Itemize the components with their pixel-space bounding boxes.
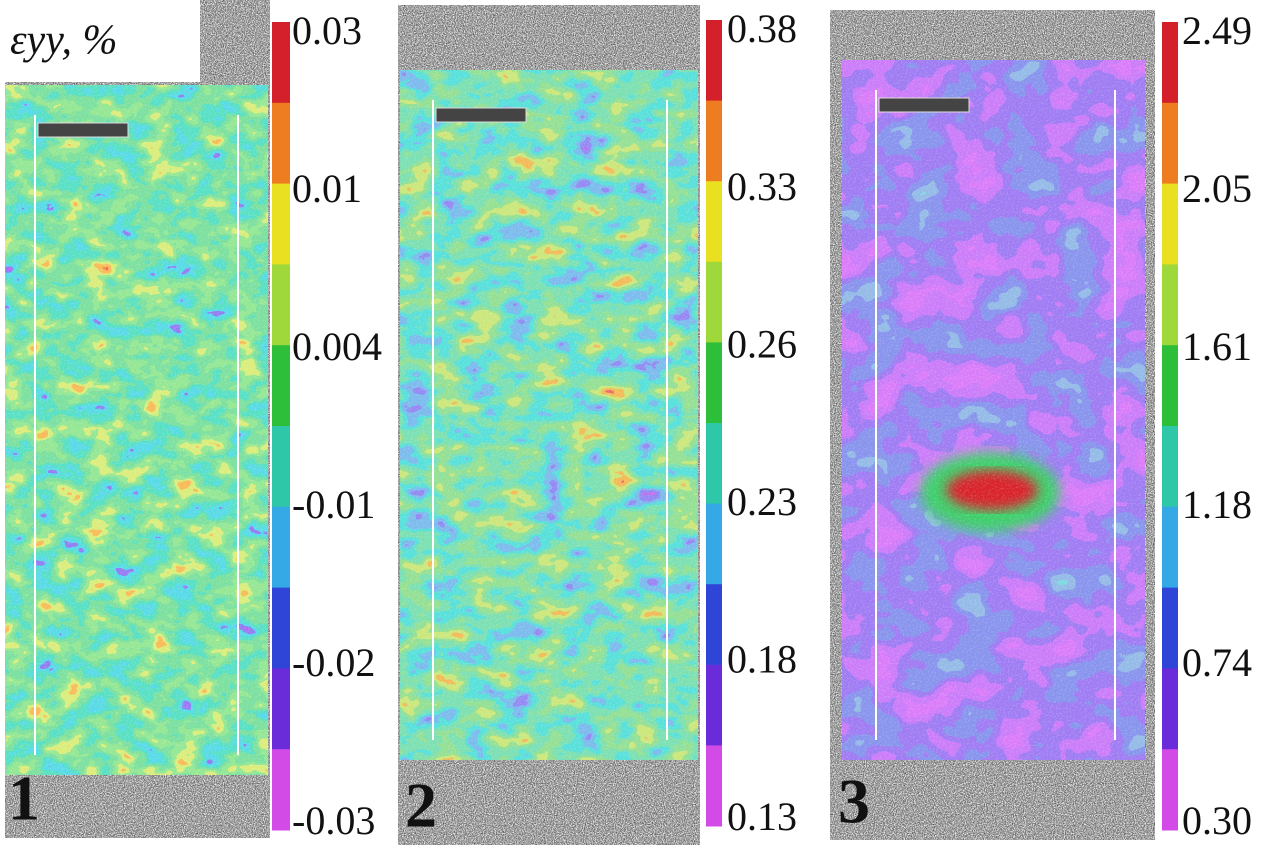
colorbar-band: [1162, 183, 1178, 265]
gauge-tag: [435, 107, 527, 123]
colorbar-band: [706, 261, 722, 343]
grain: [400, 70, 698, 760]
colorbar-band: [1162, 264, 1178, 346]
colorbar-band: [272, 183, 290, 265]
colorbar-band: [1162, 345, 1178, 427]
panel: 2.49 2.05 1.61 1.18 0.74 0.30 3: [830, 8, 1252, 843]
colorbar-tick-label: 0.004: [292, 324, 382, 369]
colorbar-band: [706, 584, 722, 666]
label-background: [0, 0, 200, 82]
colorbar-band: [272, 264, 290, 346]
colorbar-tick-label: 2.05: [1182, 166, 1252, 211]
colorbar-tick-label: 0.74: [1182, 640, 1252, 685]
colorbar-band: [1162, 102, 1178, 185]
colorbar-tick-label: -0.01: [292, 482, 375, 527]
colorbar-tick-label: 0.33: [727, 164, 797, 209]
colorbar-tick-label: 0.01: [292, 166, 362, 211]
strain-map: [400, 70, 698, 760]
panels: 0.03 0.01 0.004 -0.01 -0.02 -0.03 1 0.38 0.33 0.2…: [5, 0, 1252, 845]
colorbar-tick-label: 1.61: [1182, 324, 1252, 369]
colorbar-band: [706, 181, 722, 263]
panel: 0.38 0.33 0.26 0.23 0.18 0.13 2: [398, 5, 797, 845]
colorbar-band: [706, 745, 722, 827]
panel-number: 3: [838, 766, 870, 837]
strain-map: [842, 60, 1145, 760]
colorbar-band: [272, 102, 290, 185]
colorbar-band: [272, 587, 290, 669]
grain: [5, 85, 268, 775]
panel: 0.03 0.01 0.004 -0.01 -0.02 -0.03 1: [5, 0, 382, 843]
colorbar-band: [706, 100, 722, 182]
colorbar-tick-label: -0.03: [292, 798, 375, 843]
gauge-tag: [878, 97, 970, 113]
colorbar-band: [272, 22, 290, 104]
colorbar-band: [1162, 668, 1178, 750]
axis-label: εyy, %: [10, 18, 118, 64]
colorbar-tick-label: 0.38: [727, 6, 797, 51]
colorbar-tick-label: 0.13: [727, 794, 797, 839]
colorbar-band: [1162, 506, 1178, 589]
colorbar-band: [272, 345, 290, 427]
colorbar-band: [706, 20, 722, 102]
colorbar-band: [706, 423, 722, 505]
colorbar-band: [1162, 749, 1178, 831]
strain-map: [5, 85, 268, 775]
colorbar-band: [1162, 22, 1178, 104]
colorbar-tick-label: 0.03: [292, 8, 362, 53]
colorbar-band: [272, 506, 290, 589]
grain: [842, 60, 1145, 760]
colorbar-band: [1162, 426, 1178, 508]
colorbar-band: [706, 342, 722, 424]
panel-number: 2: [405, 770, 437, 841]
colorbar-tick-label: 0.23: [727, 479, 797, 524]
colorbar-tick-label: 2.49: [1182, 8, 1252, 53]
colorbar-band: [706, 503, 722, 585]
colorbar-tick-label: 0.30: [1182, 798, 1252, 843]
colorbar-tick-label: 1.18: [1182, 482, 1252, 527]
colorbar-band: [272, 668, 290, 750]
colorbar-band: [706, 664, 722, 746]
colorbar-tick-label: 0.18: [727, 637, 797, 682]
colorbar-band: [272, 426, 290, 508]
panel-number: 1: [8, 763, 40, 834]
colorbar-band: [272, 749, 290, 831]
colorbar-tick-label: -0.02: [292, 640, 375, 685]
gauge-tag: [37, 122, 129, 138]
colorbar-band: [1162, 587, 1178, 669]
colorbar-tick-label: 0.26: [727, 321, 797, 366]
